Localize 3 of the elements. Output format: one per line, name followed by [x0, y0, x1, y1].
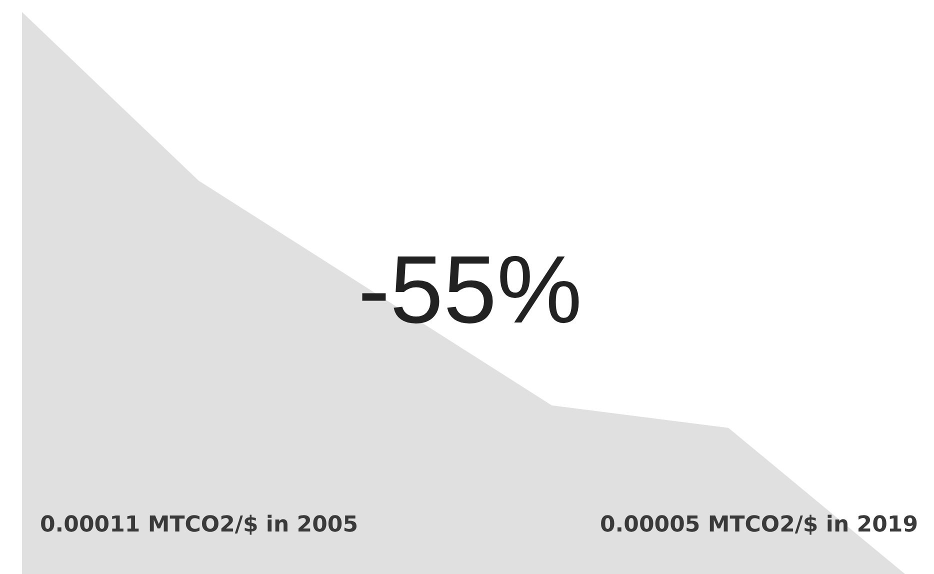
annotation: 0.00011 MTCO2/$ in 2005: [40, 512, 358, 538]
annotation: -55%: [358, 236, 582, 344]
annotation: 0.00005 MTCO2/$ in 2019: [600, 512, 918, 538]
